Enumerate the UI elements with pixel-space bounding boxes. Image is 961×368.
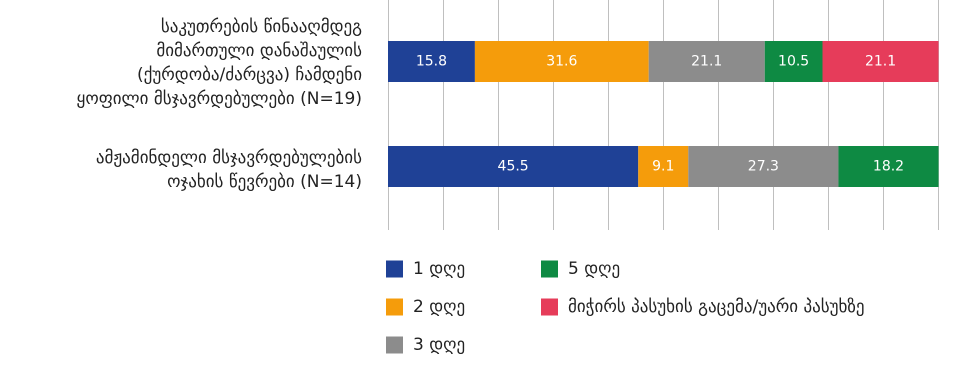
bar-segment: [388, 41, 475, 82]
legend-label: მიჭირს პასუხის გაცემა/უარი პასუხზე: [568, 297, 865, 317]
bar-segment: [388, 146, 639, 187]
bar-segment: [838, 146, 939, 187]
category-label-line: მიმართული დანაშაულის: [156, 41, 362, 61]
data-label: 9.1: [652, 159, 674, 175]
data-label: 18.2: [873, 159, 904, 175]
category-labels: საკუთრების წინააღმდეგ მიმართული დანაშაული…: [77, 17, 363, 192]
legend-label: 5 დღე: [568, 259, 620, 279]
data-label: 21.1: [865, 54, 896, 70]
legend-label: 3 დღე: [413, 335, 465, 355]
data-label: 31.6: [546, 54, 577, 70]
category-label-line: ოჯახის წევრები (N=14): [167, 172, 362, 192]
category-label-line: საკუთრების წინააღმდეგ: [161, 17, 362, 37]
legend-swatch: [541, 298, 558, 316]
gridlines: [388, 0, 939, 230]
category-label-line: ამჟამინდელი მსჯავრდებულების: [96, 148, 362, 168]
legend-swatch: [386, 260, 403, 278]
bar-segment: [822, 41, 939, 82]
legend-swatch: [386, 336, 403, 354]
data-label: 27.3: [748, 159, 779, 175]
bar-segment: [764, 41, 823, 82]
bars: 15.8 31.6 21.1 10.5 21.1 45.5 9.1 27.3 18.2: [388, 41, 939, 187]
legend-swatch: [386, 298, 403, 316]
data-label: 15.8: [416, 54, 447, 70]
category-label-line: ყოფილი მსჯავრდებულები (N=19): [77, 89, 362, 109]
legend-swatch: [541, 260, 558, 278]
legend: 1 დღე 2 დღე 3 დღე 5 დღე მიჭირს პასუხის გაცემ…: [386, 259, 865, 355]
legend-label: 1 დღე: [413, 259, 465, 279]
bar-segment: [688, 146, 839, 187]
category-label-line: (ქურდობა/ძარცვა) ჩამდენი: [137, 65, 362, 85]
data-label: 21.1: [691, 54, 722, 70]
bar-segment: [638, 146, 689, 187]
data-label: 10.5: [778, 54, 809, 70]
legend-label: 2 დღე: [413, 297, 465, 317]
data-label: 45.5: [498, 159, 529, 175]
bar-segment: [648, 41, 765, 82]
bar-segment: [474, 41, 649, 82]
